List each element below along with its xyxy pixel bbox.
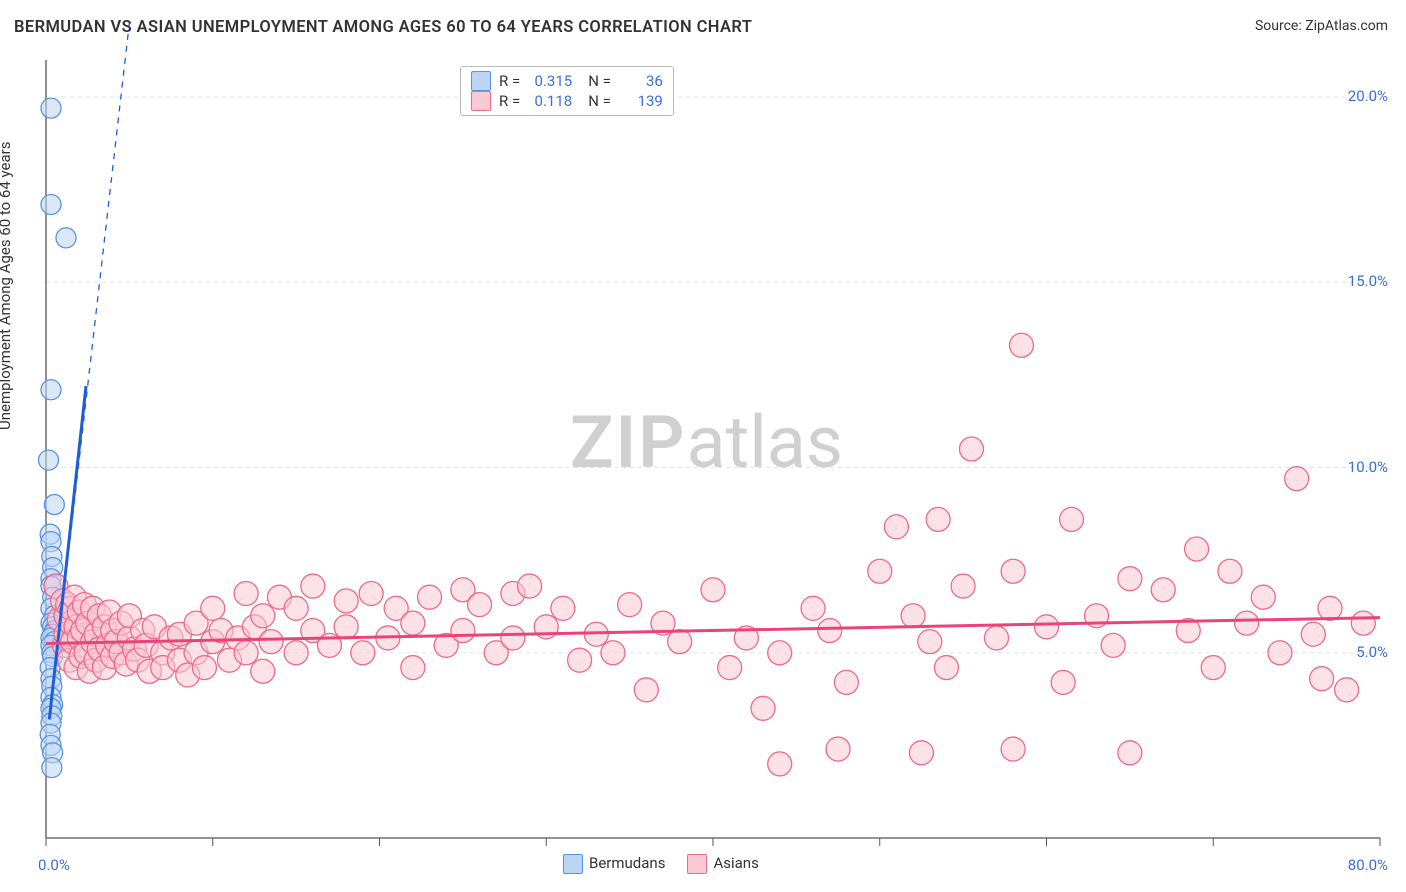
y-tick-label: 10.0% xyxy=(1348,458,1388,476)
stats-row: R =0.118N =139 xyxy=(471,91,663,111)
scatter-plot xyxy=(0,0,1406,892)
legend-item: Asians xyxy=(687,854,758,874)
stats-row: R =0.315N =36 xyxy=(471,71,663,91)
y-tick-label: 5.0% xyxy=(1356,643,1388,661)
x-tick-label: 80.0% xyxy=(1348,856,1388,874)
y-tick-label: 15.0% xyxy=(1348,272,1388,290)
legend-item: Bermudans xyxy=(563,854,665,874)
stats-legend: R =0.315N =36R =0.118N =139 xyxy=(460,66,674,116)
series-legend: Bermudans Asians xyxy=(563,854,759,874)
y-tick-label: 20.0% xyxy=(1348,87,1388,105)
x-tick-label: 0.0% xyxy=(38,856,70,874)
